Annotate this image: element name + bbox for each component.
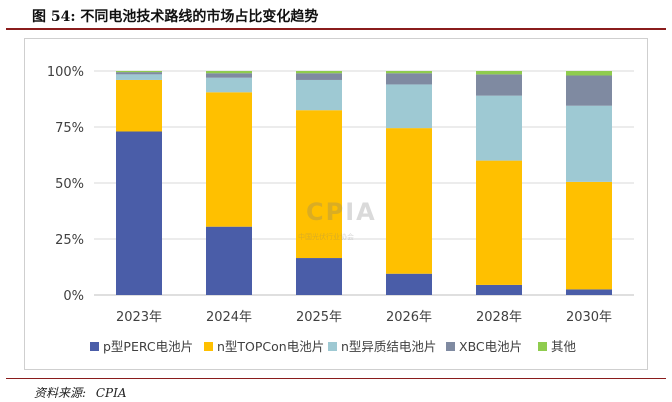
legend-label: p型PERC电池片 [103, 339, 193, 354]
legend-swatch [538, 342, 547, 351]
bar-segment [476, 160, 522, 285]
y-tick-label: 50% [55, 177, 84, 192]
bar-segment [296, 110, 342, 259]
bar-segment [116, 72, 162, 75]
x-tick-label: 2030年 [566, 310, 612, 325]
bar-segment [476, 95, 522, 161]
bar-segment [566, 289, 612, 295]
bar-segment [206, 226, 252, 295]
bar-segment [566, 105, 612, 182]
source-value: CPIA [95, 386, 127, 400]
bar-segment [476, 284, 522, 295]
figure-title-bar: 图 54: 不同电池技术路线的市场占比变化趋势 [6, 4, 666, 30]
bar-segment [386, 73, 432, 85]
x-tick-label: 2025年 [296, 310, 342, 325]
bar-segment [116, 74, 162, 80]
source-note: 资料来源: CPIA [34, 384, 133, 401]
bar-segment [476, 71, 522, 75]
y-tick-label: 25% [55, 233, 84, 248]
bar-segment [116, 131, 162, 295]
bar-segment [566, 75, 612, 106]
source-label: 资料来源: [34, 386, 87, 400]
figure-title: 图 54: 不同电池技术路线的市场占比变化趋势 [32, 9, 319, 25]
x-tick-label: 2026年 [386, 310, 432, 325]
legend-swatch [90, 342, 99, 351]
bar-segment [386, 84, 432, 129]
bar-segment [566, 71, 612, 76]
bar-segment [566, 181, 612, 290]
bar-segment [386, 273, 432, 295]
bar-segment [206, 92, 252, 227]
legend-label: XBC电池片 [459, 339, 522, 354]
legend-swatch [446, 342, 455, 351]
x-tick-label: 2028年 [476, 310, 522, 325]
x-tick-label: 2024年 [206, 310, 252, 325]
source-rule [6, 378, 666, 379]
y-tick-label: 0% [63, 289, 84, 304]
legend-label: 其他 [551, 339, 577, 354]
bar-segment [116, 71, 162, 73]
bar-segment [116, 79, 162, 132]
bar-segment [206, 77, 252, 93]
legend-label: n型TOPCon电池片 [217, 339, 324, 354]
legend-label: n型异质结电池片 [341, 339, 436, 354]
legend-swatch [328, 342, 337, 351]
bar-segment [386, 128, 432, 274]
bar-segment [206, 73, 252, 78]
legend-swatch [204, 342, 213, 351]
bar-segment [476, 74, 522, 96]
y-tick-label: 75% [55, 121, 84, 136]
bar-segment [386, 71, 432, 74]
bar-segment [296, 73, 342, 80]
stacked-bar-chart: 0% 25% 50% 75% 100% 2023年 2024年 2025年 2026年 2028年… [47, 65, 634, 354]
bar-segment [296, 71, 342, 74]
y-tick-label: 100% [47, 65, 84, 80]
bar-segment [296, 258, 342, 295]
bar-segment [206, 71, 252, 74]
bar-segment [296, 79, 342, 111]
x-tick-label: 2023年 [116, 310, 162, 325]
